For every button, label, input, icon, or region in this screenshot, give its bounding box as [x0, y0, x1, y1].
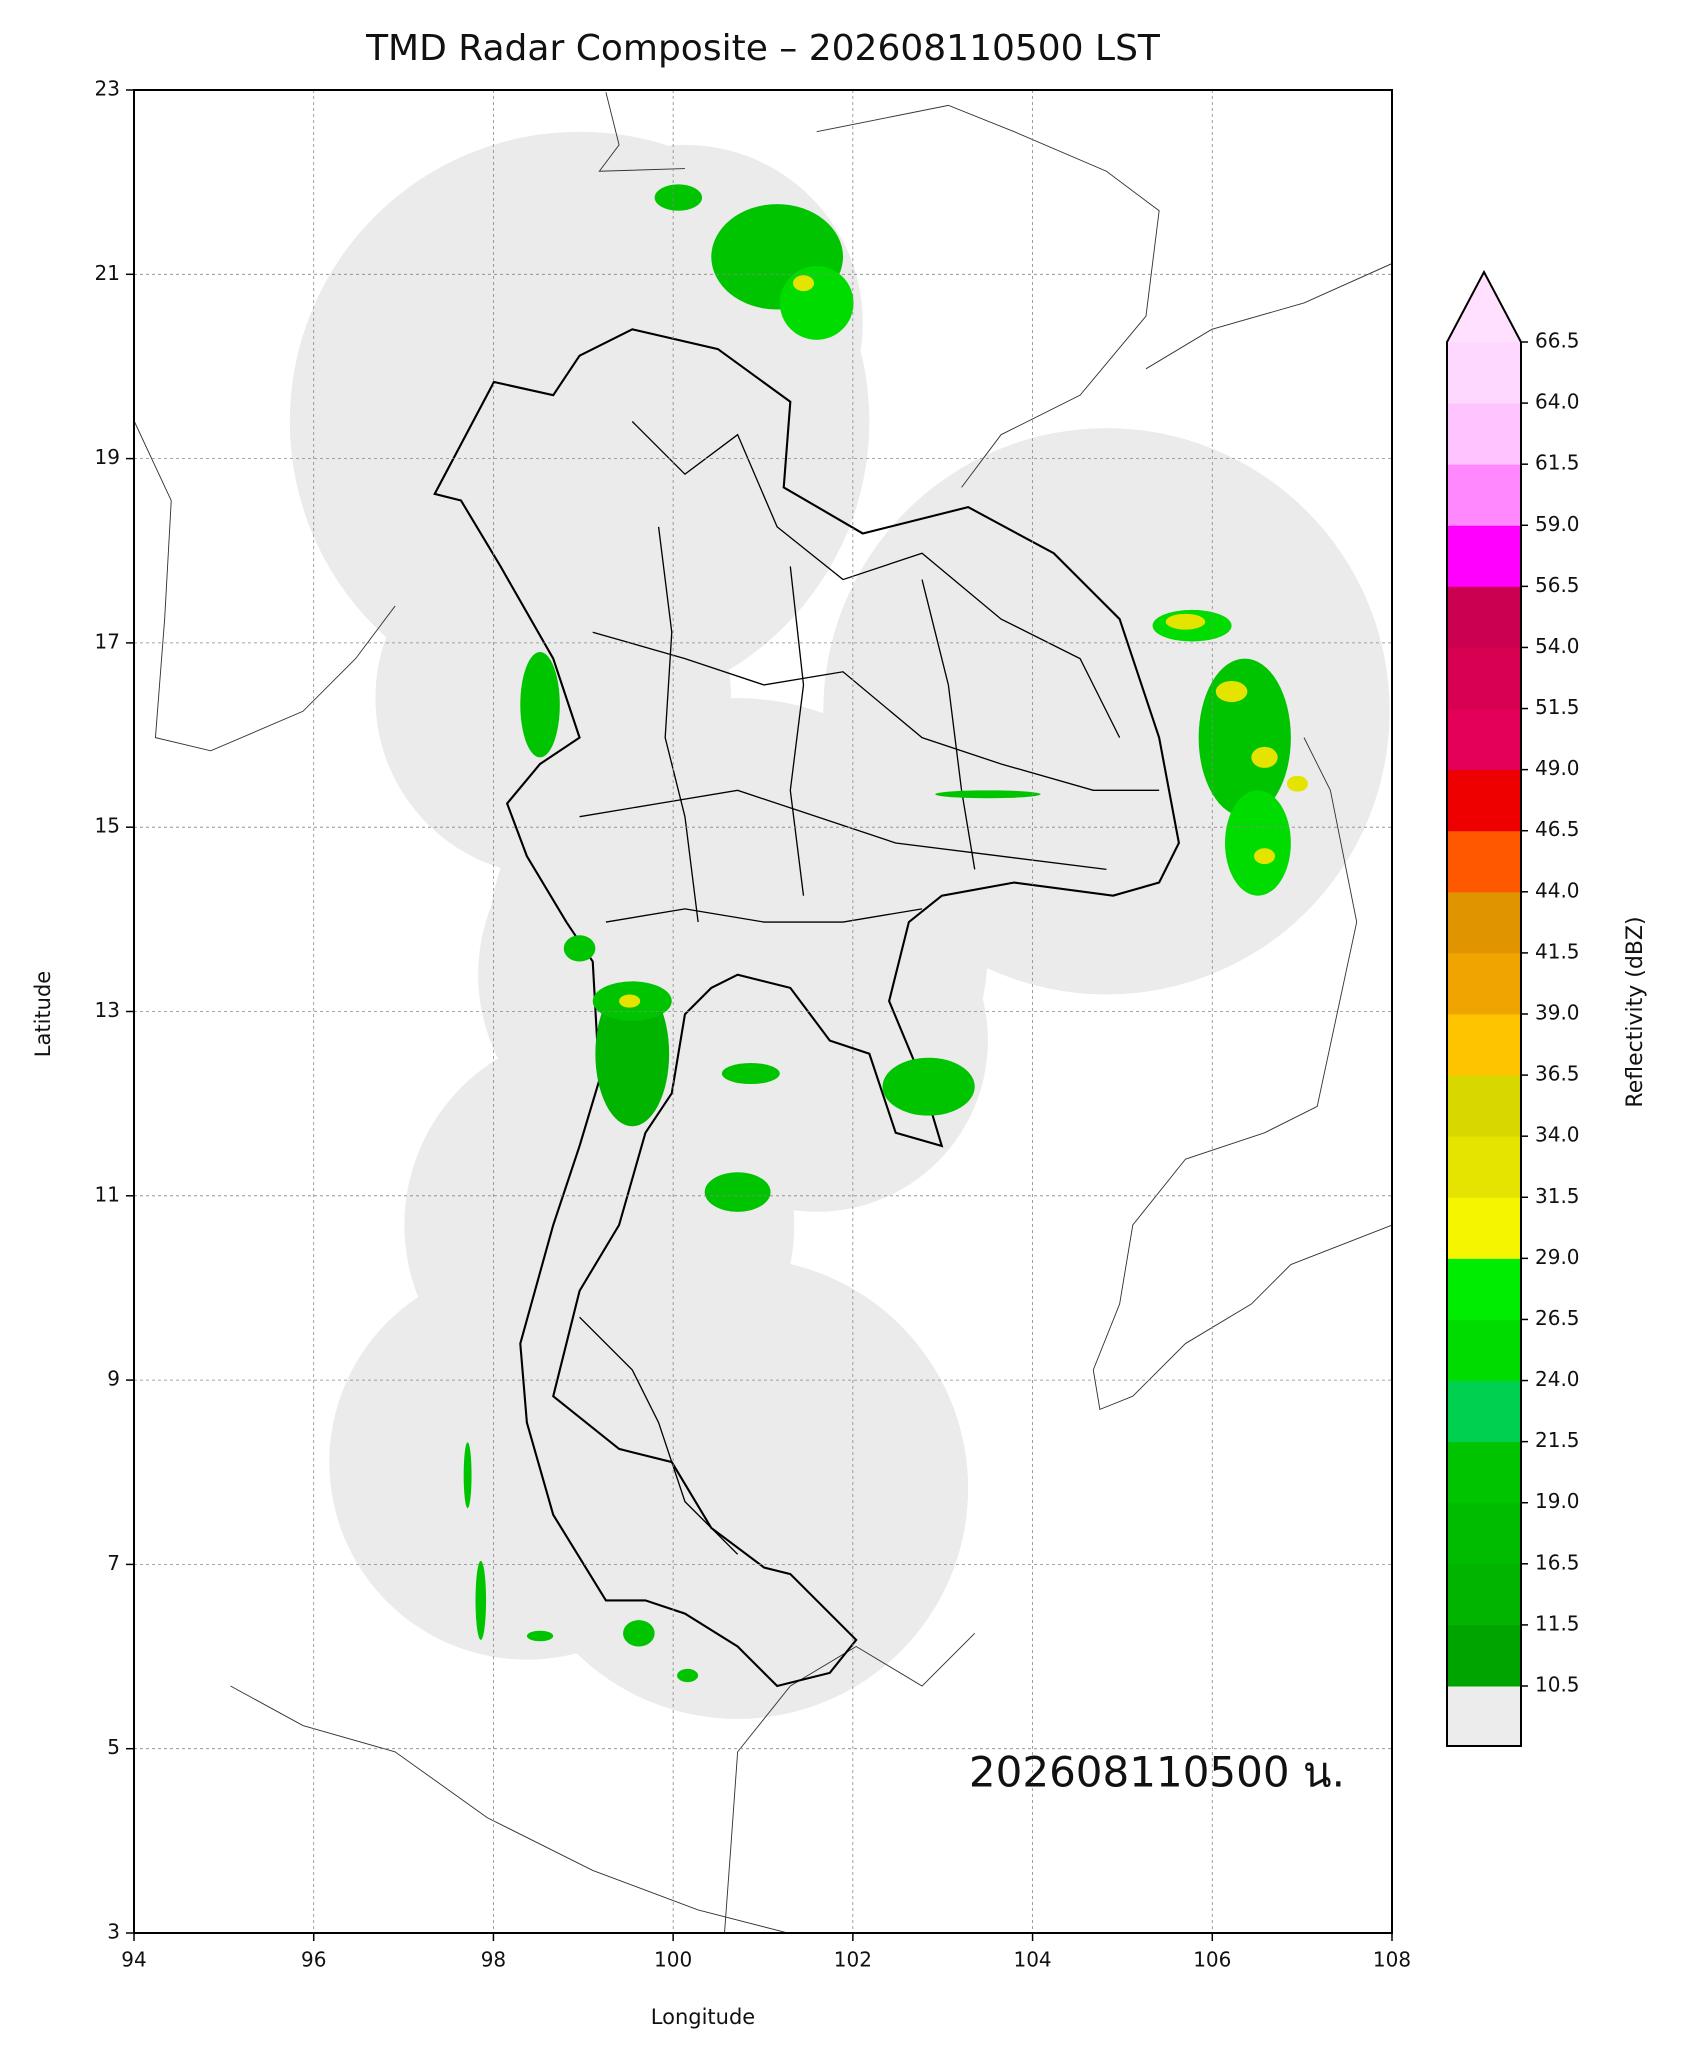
coastlines — [134, 92, 1392, 1933]
colorbar-tick-label: 66.5 — [1535, 329, 1580, 353]
colorbar-segment — [1447, 769, 1521, 832]
x-tick-label: 102 — [834, 1948, 872, 1972]
x-tick-label: 100 — [654, 1948, 692, 1972]
colorbar-segment — [1447, 952, 1521, 1015]
colorbar-tick-label: 64.0 — [1535, 390, 1580, 414]
x-tick-label: 94 — [121, 1948, 146, 1972]
colorbar-tick-label: 44.0 — [1535, 878, 1580, 902]
colorbar-tick-label: 34.0 — [1535, 1123, 1580, 1147]
y-tick-label: 11 — [95, 1182, 120, 1206]
x-axis-label: Longitude — [651, 2005, 755, 2029]
x-tick-label: 96 — [301, 1948, 326, 1972]
colorbar-segment — [1447, 830, 1521, 893]
chart-title: TMD Radar Composite – 202608110500 LST — [365, 28, 1161, 69]
province-borders — [579, 421, 1160, 1555]
thailand-border — [433, 328, 1180, 1688]
map — [134, 92, 1392, 1933]
y-tick-label: 9 — [107, 1367, 120, 1391]
colorbar-tick-label: 56.5 — [1535, 573, 1580, 597]
colorbar-segment — [1447, 891, 1521, 954]
colorbar-segment — [1447, 1380, 1521, 1443]
y-tick-label: 15 — [95, 814, 120, 838]
colorbar-tick-label: 10.5 — [1535, 1673, 1580, 1697]
colorbar-segment — [1447, 403, 1521, 465]
colorbar-segment — [1447, 708, 1521, 771]
colorbar-tick-label: 26.5 — [1535, 1306, 1580, 1330]
y-tick-label: 7 — [107, 1551, 120, 1575]
colorbar-tick-label: 24.0 — [1535, 1367, 1580, 1391]
colorbar-segment — [1447, 1014, 1521, 1076]
y-tick-label: 23 — [95, 77, 120, 101]
y-tick-label: 5 — [107, 1735, 120, 1759]
colorbar-tick-label: 39.0 — [1535, 1001, 1580, 1025]
colorbar-segment — [1447, 1502, 1521, 1565]
colorbar-tick-label: 16.5 — [1535, 1550, 1580, 1574]
colorbar-segment — [1447, 1075, 1521, 1137]
colorbar-segment — [1447, 1441, 1521, 1504]
colorbar-segment — [1447, 1624, 1521, 1687]
y-tick-label: 19 — [95, 445, 120, 469]
y-axis-label: Latitude — [31, 971, 55, 1057]
y-tick-label: 17 — [95, 629, 120, 653]
colorbar-segment — [1447, 1197, 1521, 1259]
x-tick-label: 108 — [1373, 1948, 1411, 1972]
timestamp-annotation: 202608110500 น. — [969, 1748, 1345, 1797]
colorbar-tick-label: 19.0 — [1535, 1489, 1580, 1513]
radar-echoes — [463, 184, 1308, 1683]
colorbar-tick-label: 54.0 — [1535, 634, 1580, 658]
colorbar-segment — [1447, 1319, 1521, 1382]
y-tick-label: 13 — [95, 998, 120, 1022]
colorbar-segment — [1447, 1258, 1521, 1320]
colorbar-segment — [1447, 1563, 1521, 1626]
colorbar-tick-label: 41.5 — [1535, 939, 1580, 963]
colorbar-tick-label: 21.5 — [1535, 1428, 1580, 1452]
colorbar-label: Reflectivity (dBZ) — [1623, 916, 1648, 1107]
x-tick-label: 104 — [1013, 1948, 1051, 1972]
colorbar-segment — [1447, 647, 1521, 710]
colorbar-segment — [1447, 464, 1521, 526]
colorbar-tick-label: 61.5 — [1535, 451, 1580, 475]
colorbar-tick-label: 46.5 — [1535, 817, 1580, 841]
colorbar-tick-label: 36.5 — [1535, 1062, 1580, 1086]
colorbar-tick-label: 11.5 — [1535, 1611, 1580, 1635]
x-tick-label: 98 — [481, 1948, 506, 1972]
colorbar-segment — [1447, 586, 1521, 648]
colorbar-tick-label: 49.0 — [1535, 756, 1580, 780]
y-tick-label: 3 — [107, 1920, 120, 1944]
axes-frame — [133, 89, 1393, 1934]
colorbar-tick-label: 59.0 — [1535, 512, 1580, 536]
y-tick-label: 21 — [95, 261, 120, 285]
colorbar-outline — [1446, 269, 1522, 1747]
colorbar-segment — [1447, 1136, 1521, 1198]
colorbar-tick-label: 31.5 — [1535, 1184, 1580, 1208]
colorbar-tick-label: 51.5 — [1535, 695, 1580, 719]
colorbar-tick-label: 29.0 — [1535, 1245, 1580, 1269]
radar-coverage — [289, 131, 1390, 1719]
colorbar-extend — [1447, 272, 1521, 342]
colorbar-segment — [1447, 342, 1521, 404]
x-tick-label: 106 — [1193, 1948, 1231, 1972]
colorbar-under — [1447, 1686, 1521, 1746]
colorbar-segment — [1447, 525, 1521, 587]
